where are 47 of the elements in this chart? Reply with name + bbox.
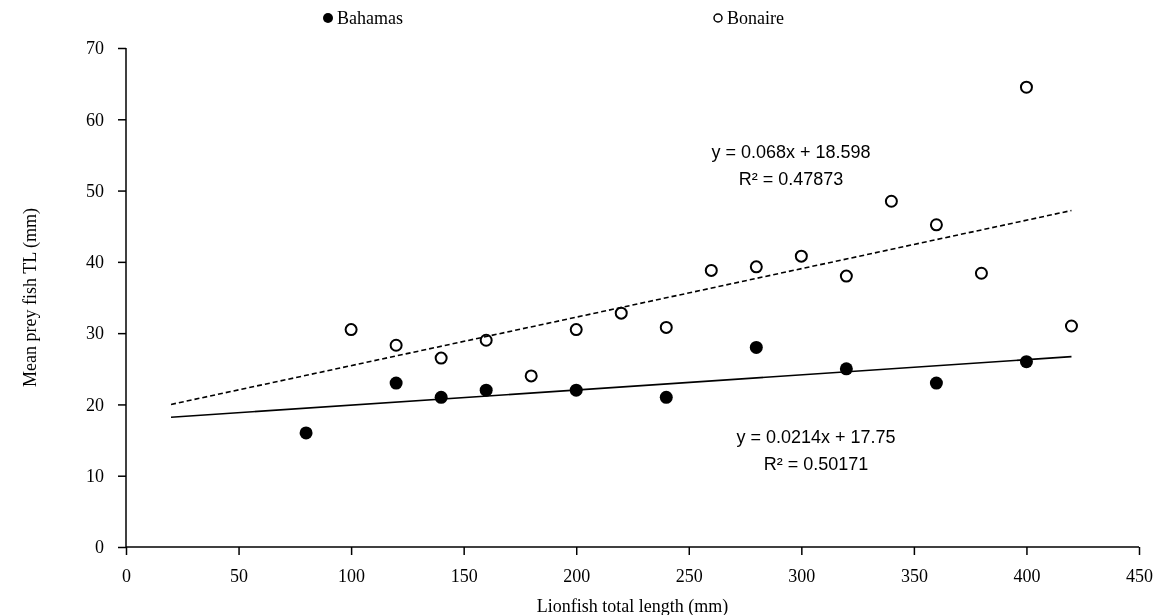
point xyxy=(839,269,853,283)
point xyxy=(794,249,808,263)
point xyxy=(434,351,448,365)
point xyxy=(1019,80,1033,94)
point xyxy=(389,376,403,390)
point xyxy=(344,323,358,337)
legend-label: Bonaire xyxy=(727,8,784,28)
point xyxy=(479,383,493,397)
y-tick-label: 60 xyxy=(86,109,104,130)
x-tick-label: 350 xyxy=(900,565,928,586)
point xyxy=(479,333,493,347)
y-tick-label: 70 xyxy=(86,38,104,59)
annotation: y = 0.068x + 18.598 R² = 0.47873 xyxy=(711,142,871,189)
point xyxy=(1064,319,1078,333)
point xyxy=(884,194,898,208)
x-tick-label: 200 xyxy=(563,565,591,586)
y-tick-label: 10 xyxy=(86,465,104,486)
point xyxy=(659,320,673,334)
x-tick-label: 100 xyxy=(338,565,366,586)
point xyxy=(524,369,538,383)
x-tick-label: 150 xyxy=(450,565,478,586)
point xyxy=(704,263,718,277)
x-tick-label: 50 xyxy=(230,565,249,586)
x-axis-title: Lionfish total length (mm) xyxy=(536,596,729,615)
point xyxy=(659,390,673,404)
point xyxy=(569,323,583,337)
point xyxy=(974,266,988,280)
y-tick-label: 0 xyxy=(95,537,104,558)
y-tick-label: 20 xyxy=(86,394,104,415)
x-tick-label: 300 xyxy=(788,565,816,586)
point xyxy=(749,260,763,274)
point xyxy=(929,218,943,232)
x-tick-label: 0 xyxy=(122,565,131,586)
point xyxy=(749,340,763,354)
x-tick-label: 400 xyxy=(1013,565,1041,586)
annotation: y = 0.0214x + 17.75 R² = 0.50171 xyxy=(736,427,896,474)
point xyxy=(929,376,943,390)
point xyxy=(299,426,313,440)
y-tick-label: 40 xyxy=(86,252,104,273)
x-tick-label: 250 xyxy=(675,565,703,586)
legend-label: Bahamas xyxy=(337,8,403,28)
point xyxy=(614,306,628,320)
y-axis-title: Mean prey fish TL (mm) xyxy=(20,208,41,387)
point xyxy=(389,338,403,352)
y-tick-label: 30 xyxy=(86,323,104,344)
y-tick-label: 50 xyxy=(86,180,104,201)
x-tick-label: 450 xyxy=(1126,565,1153,586)
